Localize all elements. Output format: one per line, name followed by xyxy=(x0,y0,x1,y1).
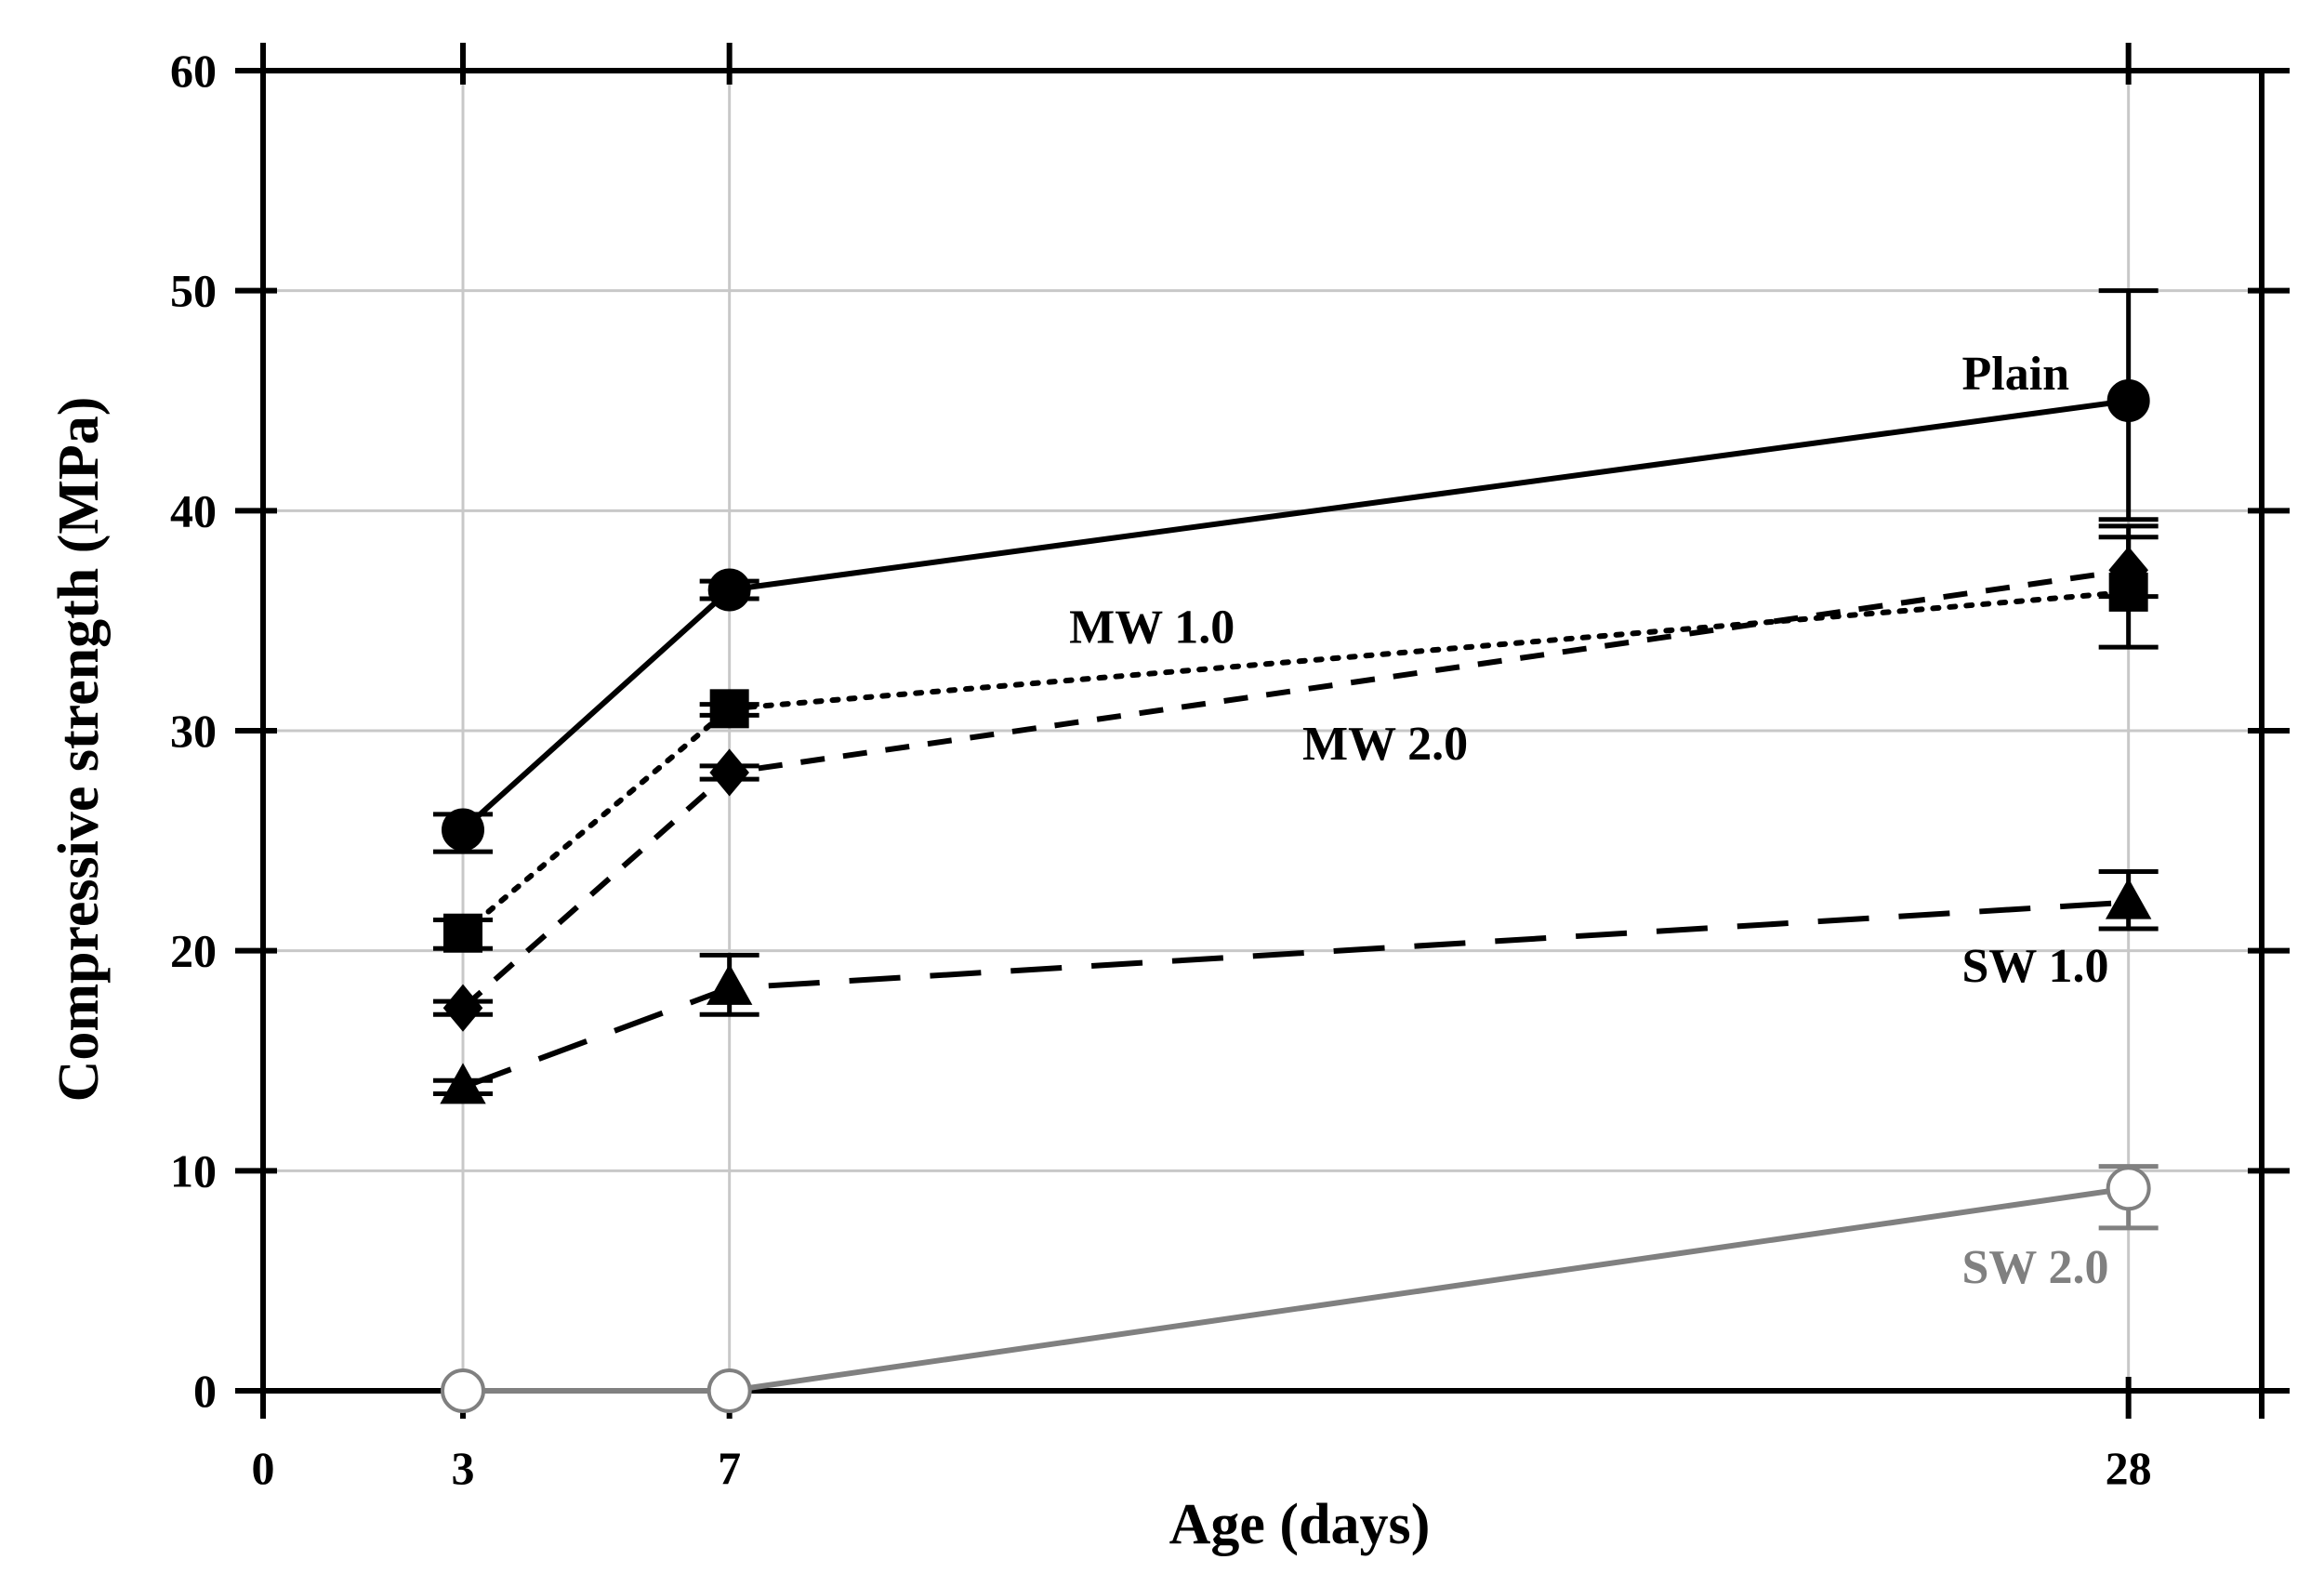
mw-1-0-line xyxy=(460,588,2132,936)
mw-2-0-marker xyxy=(709,748,749,797)
plain-label: Plain xyxy=(1962,348,2070,401)
mw-2-0-marker xyxy=(442,984,483,1032)
plain-marker xyxy=(2106,379,2150,422)
y-tick-label: 50 xyxy=(170,265,217,317)
mw-1-0-label: MW 1.0 xyxy=(1069,601,1235,654)
series-layer: Plain MW 1.0 MW 2.0 SW 1.0 SW 2.0 xyxy=(433,288,2159,1413)
y-tick-label: 60 xyxy=(170,45,217,97)
y-tick-label: 20 xyxy=(170,925,217,977)
series-mw-1-0: MW 1.0 xyxy=(433,535,2159,953)
sw-2-0-marker xyxy=(2106,1166,2151,1211)
x-tick-label: 7 xyxy=(718,1442,741,1494)
plain-marker xyxy=(442,808,484,852)
series-mw-2-0: MW 2.0 xyxy=(433,523,2159,1032)
y-tick-label: 30 xyxy=(170,705,217,757)
sw-1-0-label: SW 1.0 xyxy=(1962,940,2109,993)
tick-labels: 0 10 20 30 40 50 60 0 3 7 28 xyxy=(170,45,2152,1494)
sw-1-0-marker xyxy=(2105,878,2152,919)
series-plain: Plain xyxy=(433,288,2159,854)
sw-2-0-marker xyxy=(441,1368,485,1413)
sw-2-0-marker xyxy=(706,1368,752,1413)
x-axis-title: Age (days) xyxy=(1169,1493,1431,1556)
sw-2-0-line xyxy=(463,1185,2130,1394)
x-tick-label: 28 xyxy=(2106,1442,2152,1494)
plot-frame xyxy=(235,43,2290,1419)
series-sw-2-0: SW 2.0 xyxy=(441,1164,2159,1413)
mw-1-0-marker xyxy=(443,913,482,953)
x-tick-label: 0 xyxy=(252,1442,275,1494)
sw-1-0-marker xyxy=(440,1063,486,1104)
grid-layer xyxy=(263,71,2262,1391)
sw-1-0-marker xyxy=(706,963,753,1005)
mw-1-0-marker xyxy=(709,689,749,729)
series-sw-1-0: SW 1.0 xyxy=(433,868,2159,1104)
x-tick-label: 3 xyxy=(452,1442,475,1494)
sw-2-0-label: SW 2.0 xyxy=(1962,1241,2109,1294)
y-tick-label: 40 xyxy=(170,484,217,536)
mw-2-0-line xyxy=(461,567,2130,1011)
mw-2-0-label: MW 2.0 xyxy=(1302,718,1468,771)
y-tick-label: 10 xyxy=(170,1144,217,1196)
mw-2-0-marker xyxy=(2108,546,2148,594)
plain-marker xyxy=(707,568,751,612)
y-tick-label: 0 xyxy=(193,1365,217,1417)
y-axis-title: Compressive strength (MPa) xyxy=(47,397,111,1103)
